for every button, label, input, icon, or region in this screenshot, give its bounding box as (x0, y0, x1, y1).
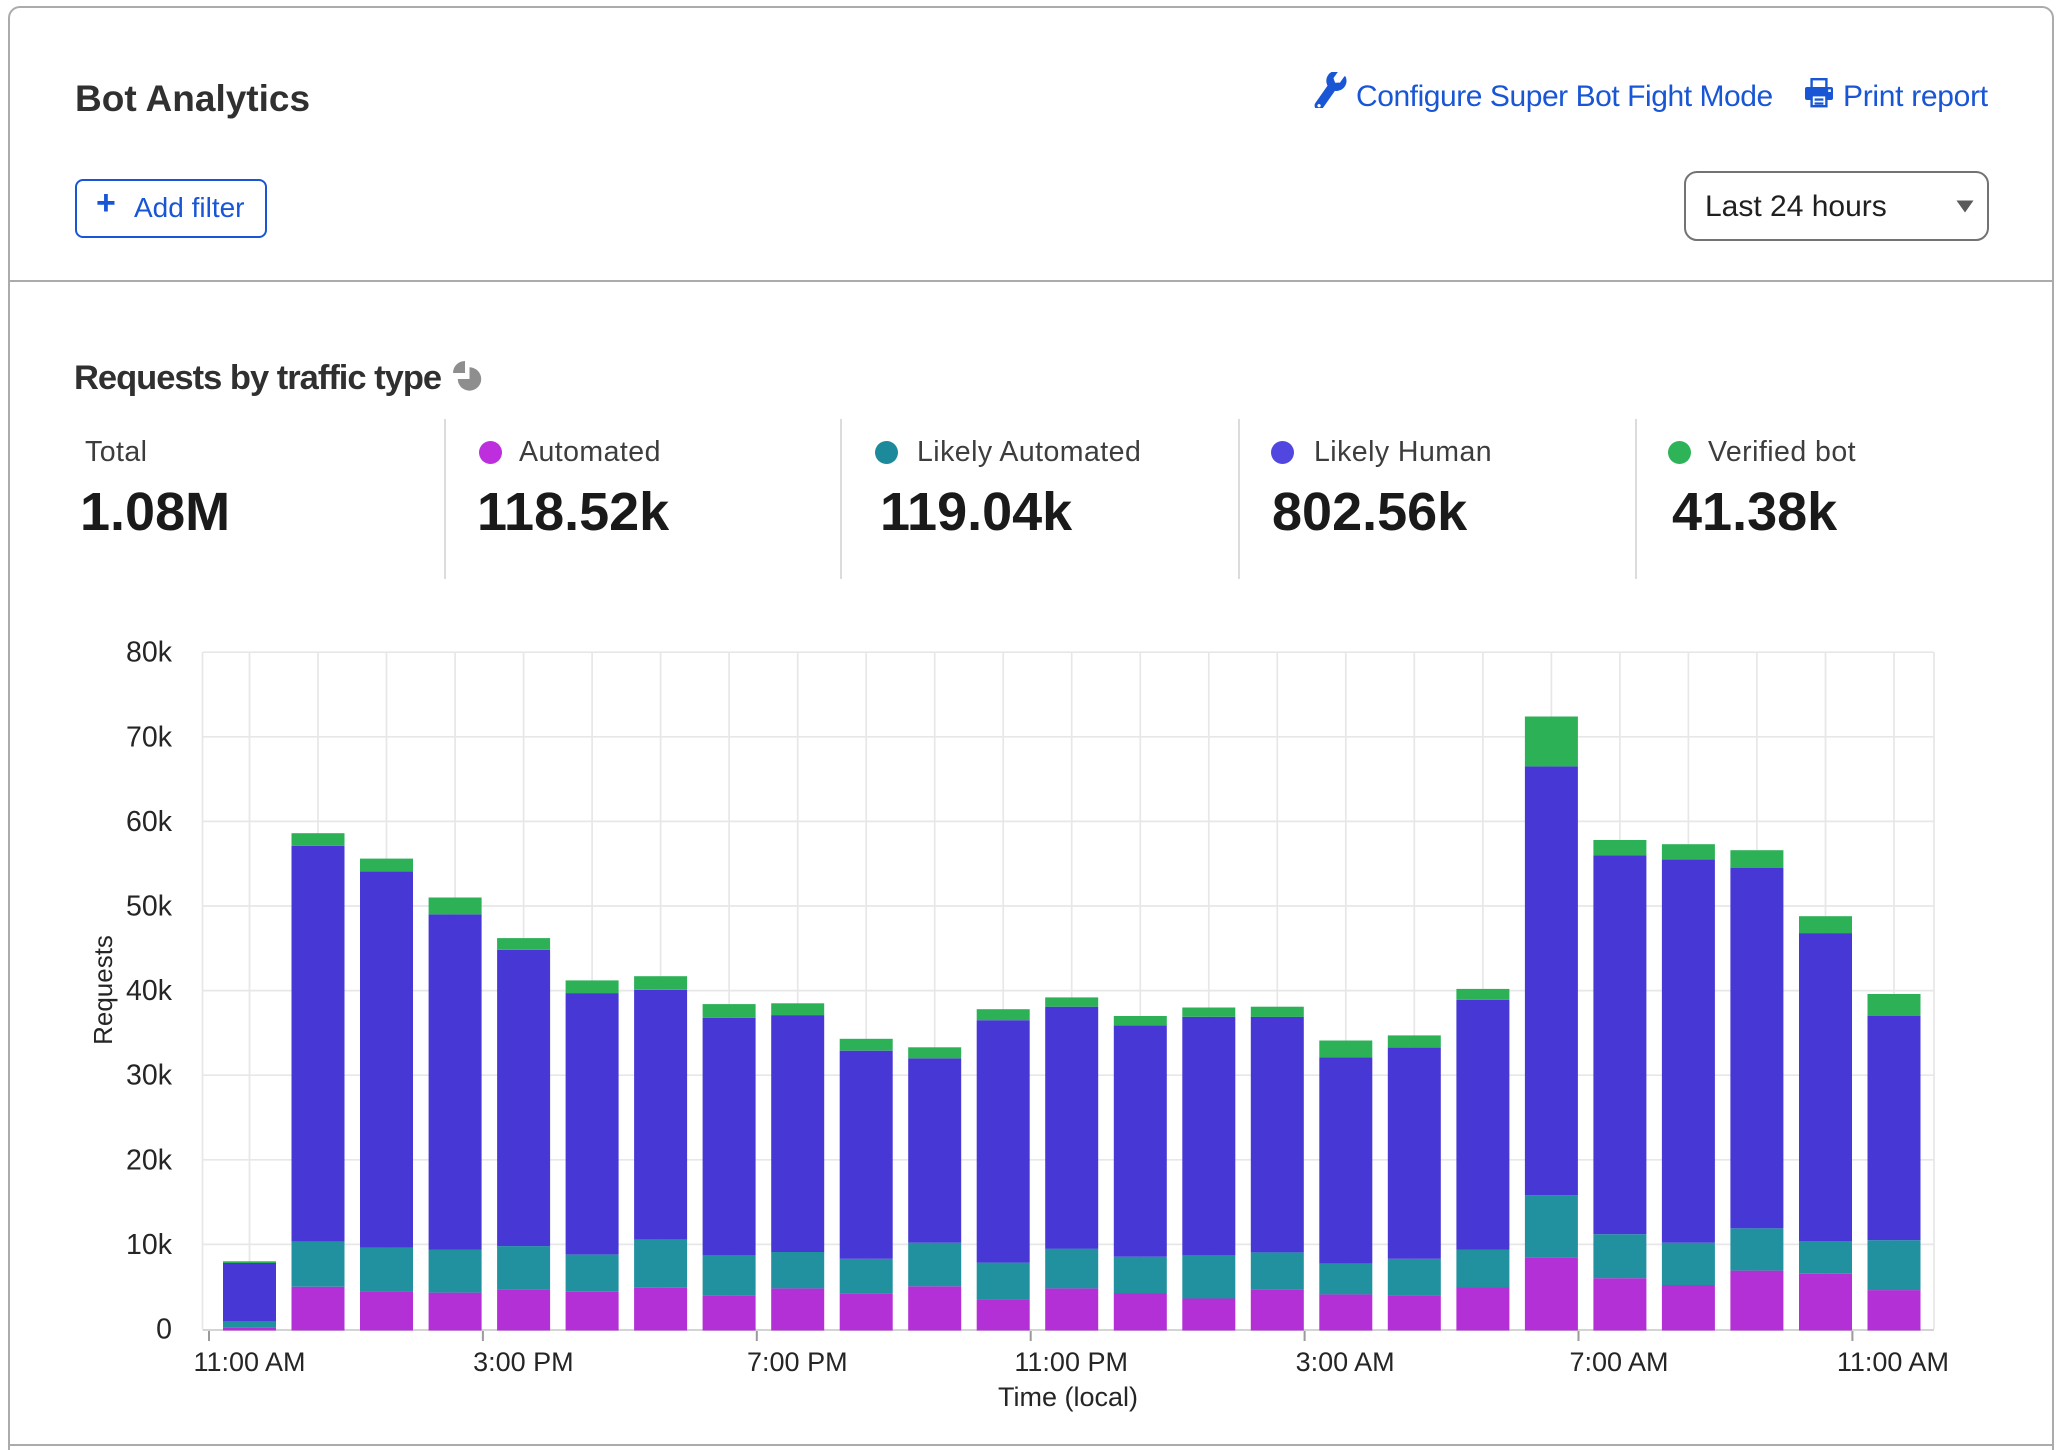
svg-text:70k: 70k (126, 721, 173, 753)
svg-text:11:00 AM: 11:00 AM (193, 1347, 305, 1377)
svg-text:60k: 60k (126, 806, 173, 838)
svg-text:Time (local): Time (local) (998, 1382, 1138, 1412)
svg-text:11:00 PM: 11:00 PM (1014, 1347, 1128, 1377)
svg-text:11:00 AM: 11:00 AM (1837, 1347, 1949, 1377)
svg-text:Requests: Requests (88, 935, 118, 1045)
svg-text:50k: 50k (126, 891, 173, 923)
svg-text:3:00 AM: 3:00 AM (1296, 1347, 1395, 1377)
svg-text:3:00 PM: 3:00 PM (473, 1347, 574, 1377)
svg-text:7:00 PM: 7:00 PM (747, 1347, 848, 1377)
svg-text:40k: 40k (126, 975, 173, 1007)
svg-text:7:00 AM: 7:00 AM (1569, 1347, 1668, 1377)
svg-text:20k: 20k (126, 1144, 173, 1176)
svg-text:80k: 80k (126, 637, 173, 669)
svg-text:0: 0 (156, 1314, 172, 1346)
svg-text:10k: 10k (126, 1229, 173, 1261)
svg-text:30k: 30k (126, 1060, 173, 1092)
